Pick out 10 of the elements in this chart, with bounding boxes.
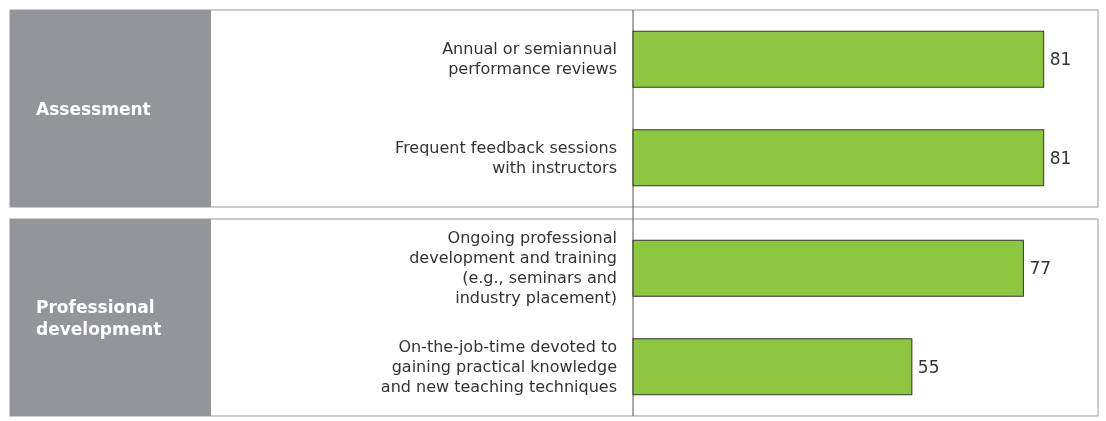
data-label: 55 (917, 356, 940, 377)
y-tick-label: On-the-job-time devoted to gaining practical knowledge and new teaching techniques (380, 336, 617, 396)
data-label: 81 (1049, 147, 1072, 168)
text: Professional development (36, 296, 162, 339)
y-tick-label: Frequent feedback sessions with instructors (395, 137, 617, 177)
text: Assessment (36, 98, 151, 119)
data-label: 81 (1049, 49, 1072, 70)
y-tick-label: Ongoing professional development and training (e.g., seminars and industry placement) (409, 228, 617, 308)
y-tick-label: Annual or semiannual performance reviews (442, 39, 617, 79)
data-label: 77 (1029, 258, 1052, 279)
